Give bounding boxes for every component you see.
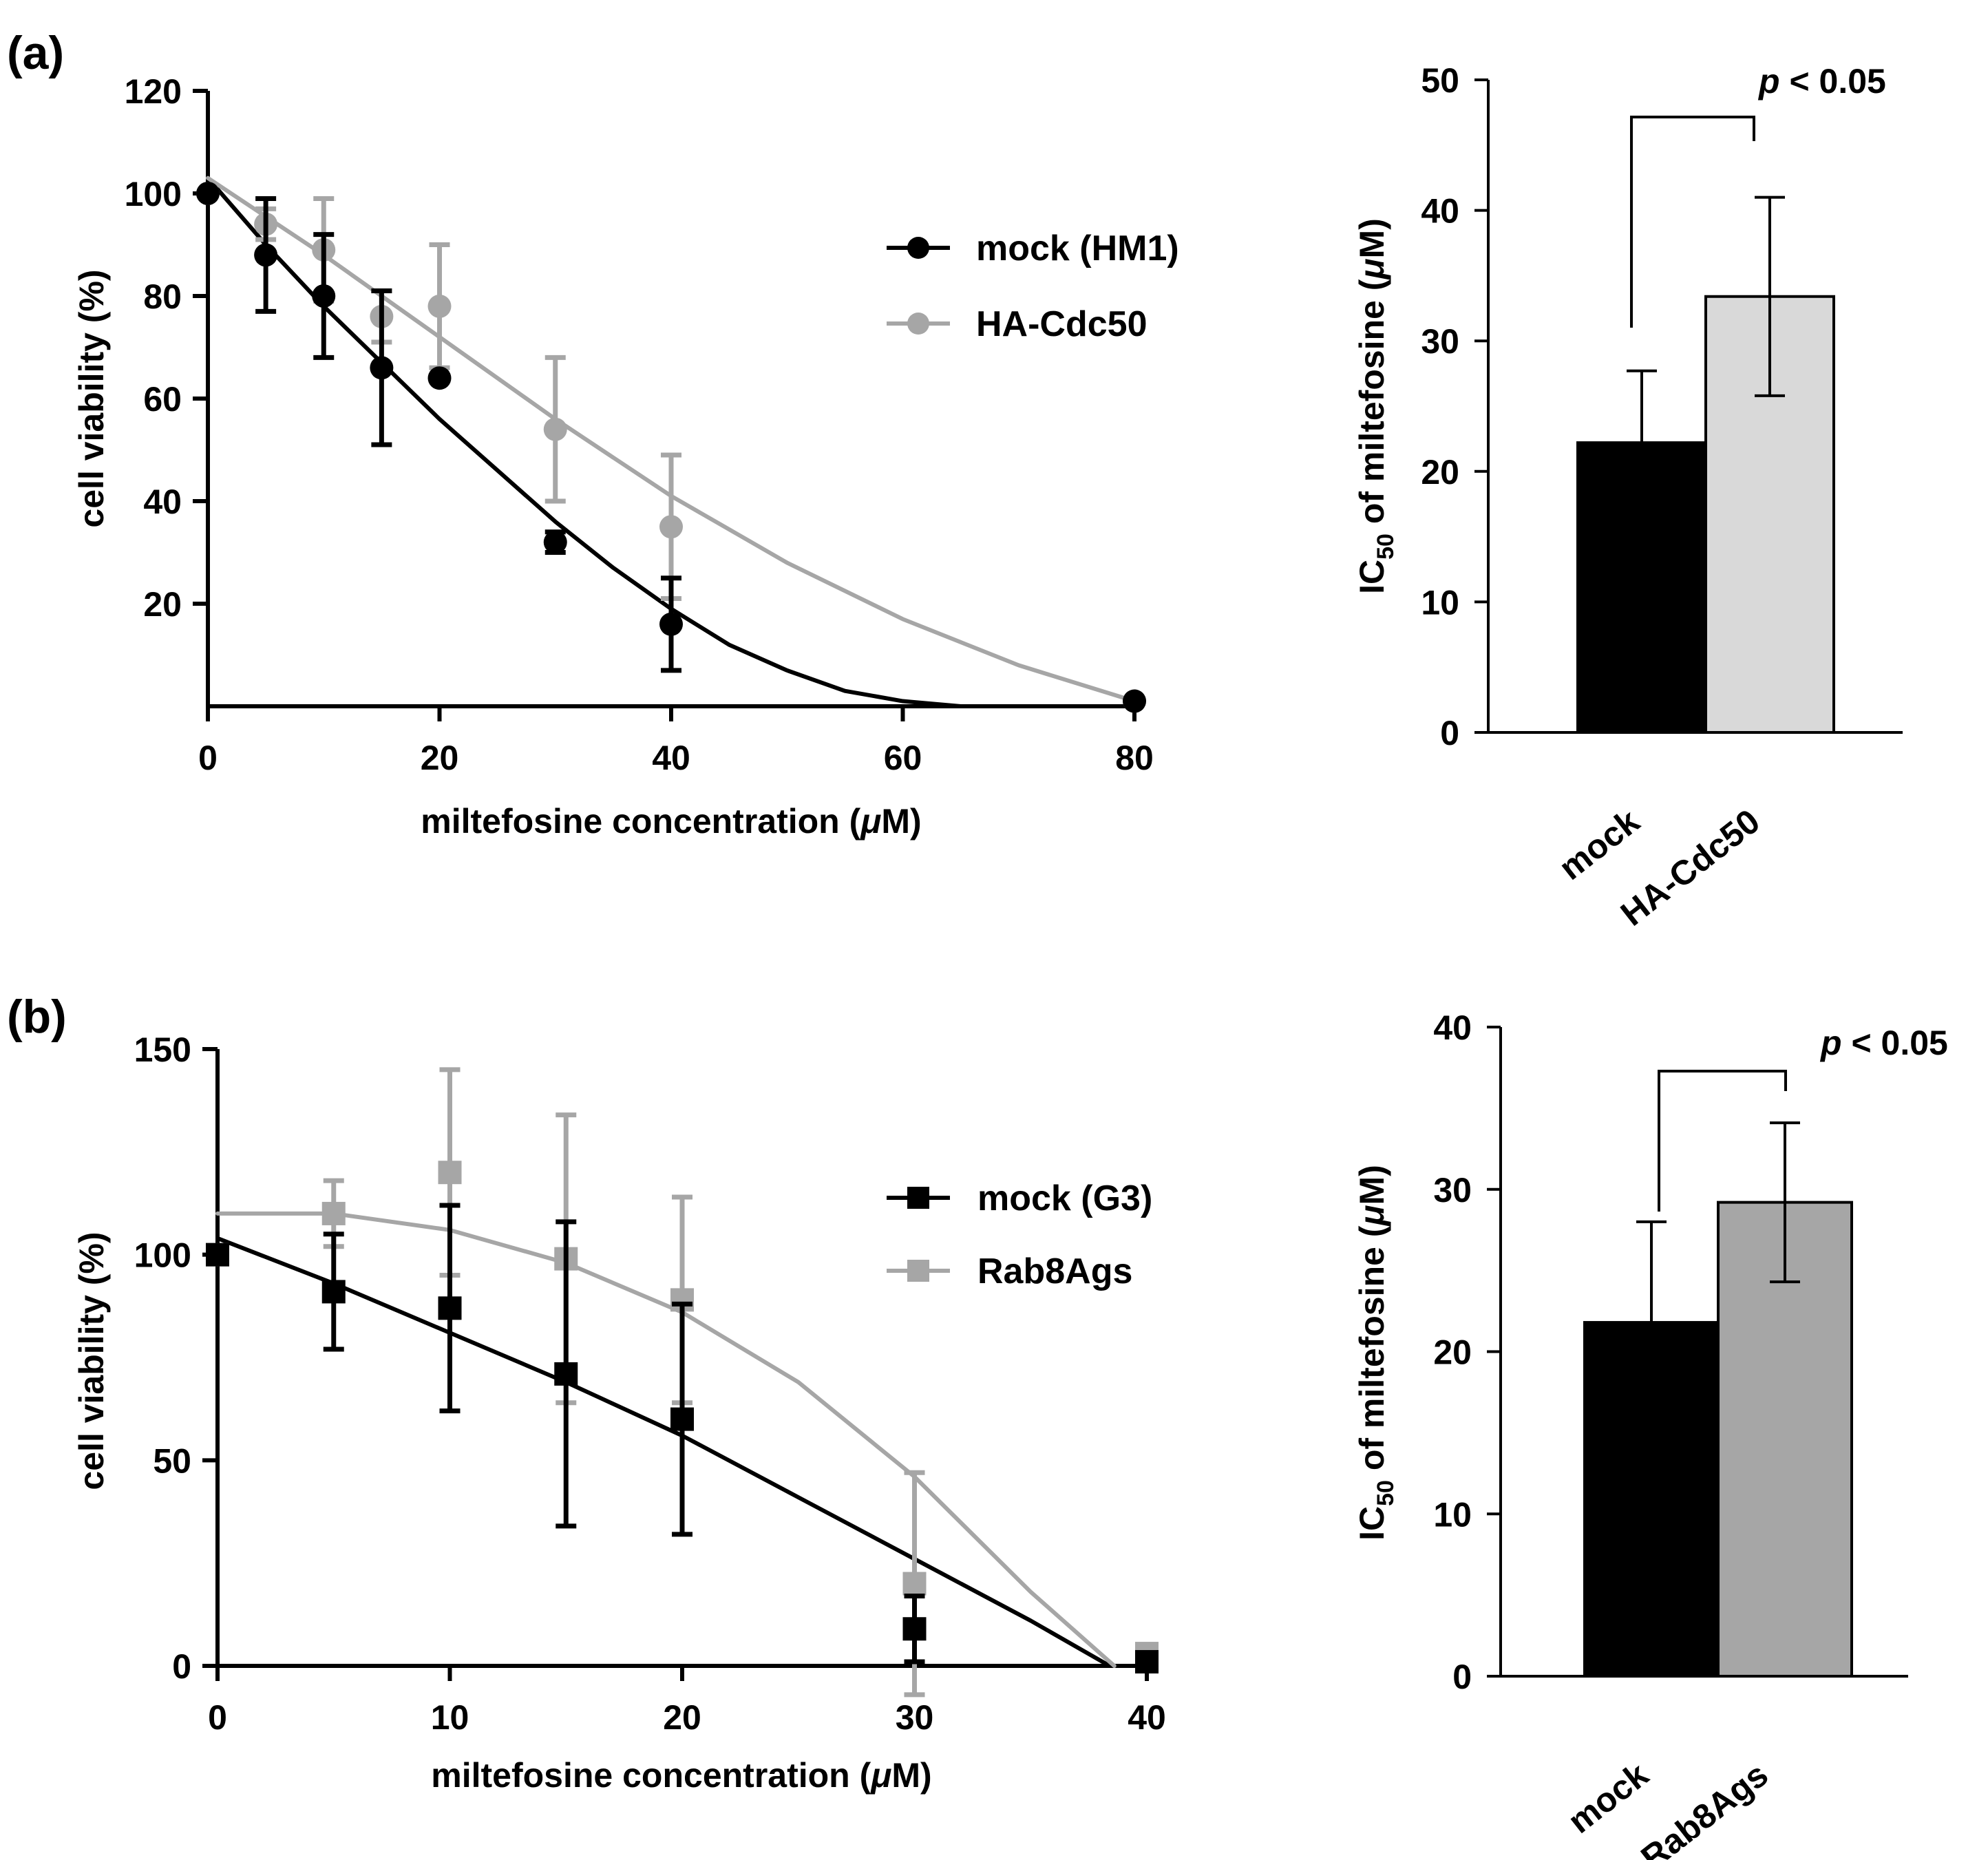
data-point <box>902 1617 927 1641</box>
legend-swatch-marker <box>907 1187 929 1209</box>
y-tick-label: 0 <box>172 1647 191 1686</box>
legend: mock (HM1) HA-Cdc50 <box>887 229 1179 344</box>
y-axis-title: cell viability (%) <box>72 269 111 527</box>
legend-label: HA-Cdc50 <box>976 304 1148 344</box>
x-axis-title: miltefosine concentration (μM) <box>431 1756 931 1795</box>
significance-label: p < 0.05 <box>1819 1024 1948 1062</box>
x-tick-label: 20 <box>663 1698 701 1737</box>
y-tick-label: 0 <box>1452 1658 1472 1696</box>
legend-swatch-marker <box>907 237 929 259</box>
y-axis-title: IC50 of miltefosine (μM) <box>1353 1165 1399 1541</box>
significance-label: p < 0.05 <box>1757 62 1886 101</box>
x-tick-label: 40 <box>652 739 690 777</box>
legend-label: mock (HM1) <box>976 229 1179 268</box>
y-axis-title: IC50 of miltefosine (μM) <box>1353 218 1399 594</box>
data-point <box>254 243 278 267</box>
legend-item-rab8ags: Rab8Ags <box>887 1251 1132 1291</box>
y-tick-label: 100 <box>134 1236 191 1275</box>
data-point <box>554 1362 578 1386</box>
y-tick-label: 30 <box>1421 322 1459 361</box>
data-point <box>312 284 336 308</box>
data-point <box>427 366 452 390</box>
y-tick-label: 20 <box>1433 1333 1472 1372</box>
y-tick-label: 80 <box>143 277 182 316</box>
legend-swatch-marker <box>907 1260 929 1282</box>
legend-label: mock (G3) <box>977 1179 1152 1218</box>
panel-label-a: (a) <box>7 27 64 79</box>
y-tick-label: 10 <box>1433 1495 1472 1534</box>
data-point <box>902 1572 927 1596</box>
y-tick-label: 10 <box>1421 583 1459 622</box>
legend-swatch-marker <box>907 313 929 335</box>
data-point <box>659 612 683 636</box>
y-tick-label: 40 <box>1421 192 1459 231</box>
y-tick-label: 60 <box>143 380 182 419</box>
data-point <box>543 417 567 441</box>
data-point <box>427 294 452 318</box>
data-point <box>438 1296 462 1320</box>
x-tick-label: 0 <box>208 1698 227 1737</box>
fit-curve <box>206 176 1136 708</box>
y-tick-label: 100 <box>125 175 182 213</box>
y-tick-label: 150 <box>134 1031 191 1069</box>
legend-item-mock-g3: mock (G3) <box>887 1179 1152 1218</box>
x-axis-title: miltefosine concentration (μM) <box>421 802 921 841</box>
y-tick-label: 20 <box>143 585 182 624</box>
data-point <box>543 530 567 554</box>
data-point <box>1135 1650 1159 1674</box>
x-tick-label: 80 <box>1115 739 1154 777</box>
y-axis-title: cell viability (%) <box>72 1232 111 1490</box>
data-point <box>321 1280 346 1304</box>
data-point <box>438 1161 462 1185</box>
category-label: mock <box>1552 801 1647 887</box>
x-tick-label: 20 <box>421 739 459 777</box>
legend-item-ha-cdc50: HA-Cdc50 <box>887 304 1148 344</box>
data-point <box>670 1407 694 1431</box>
data-point <box>196 182 220 205</box>
x-tick-label: 30 <box>896 1698 934 1737</box>
legend-label: Rab8Ags <box>977 1251 1132 1291</box>
panel-label-b: (b) <box>7 991 67 1043</box>
category-label: mock <box>1561 1755 1656 1841</box>
y-tick-label: 50 <box>1421 61 1459 100</box>
legend-item-mock-hm1: mock (HM1) <box>887 229 1179 268</box>
y-tick-label: 30 <box>1433 1171 1472 1209</box>
data-point <box>1123 689 1146 713</box>
bracket-line <box>1630 116 1755 328</box>
data-point <box>206 1243 229 1267</box>
x-tick-label: 0 <box>198 739 218 777</box>
data-point <box>370 356 394 380</box>
y-tick-label: 50 <box>153 1441 191 1480</box>
legend: mock (G3) Rab8Ags <box>887 1179 1152 1291</box>
chart-a-viability: 0 20 40 60 80 20 40 60 80 100 120 cell viability (… <box>72 72 1179 841</box>
data-point <box>321 1201 346 1225</box>
significance-bracket: p < 0.05 <box>1630 62 1886 328</box>
data-point <box>659 515 683 539</box>
chart-b-viability: 0 10 20 30 40 0 50 100 150 cell viability (%) mi… <box>72 1031 1166 1795</box>
bracket-line <box>1658 1070 1787 1212</box>
y-tick-label: 0 <box>1440 714 1459 752</box>
x-tick-label: 40 <box>1128 1698 1166 1737</box>
x-tick-label: 60 <box>884 739 922 777</box>
category-label: Rab8Ags <box>1634 1755 1775 1860</box>
y-tick-label: 40 <box>143 483 182 521</box>
y-tick-label: 120 <box>125 72 182 111</box>
y-tick-label: 20 <box>1421 453 1459 492</box>
x-tick-label: 10 <box>431 1698 469 1737</box>
y-tick-label: 40 <box>1433 1008 1472 1047</box>
significance-bracket: p < 0.05 <box>1658 1024 1948 1212</box>
